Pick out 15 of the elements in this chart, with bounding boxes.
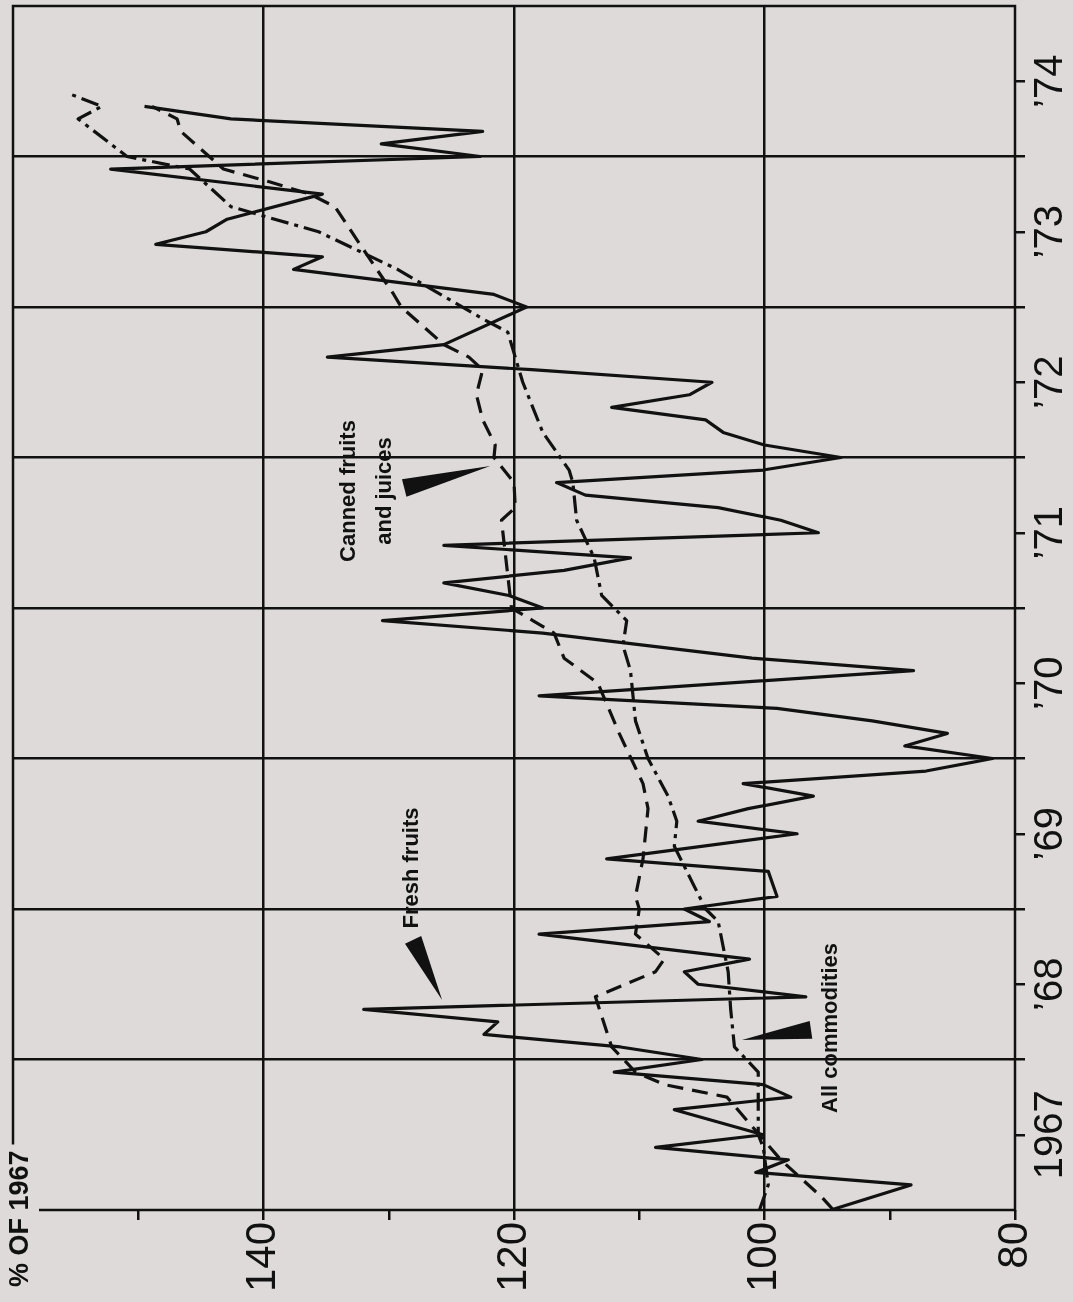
y-tick-label: 1967 [1026, 1090, 1071, 1180]
y-tick-label: ’68 [1026, 957, 1071, 1011]
y-tick-label: ’70 [1026, 656, 1071, 710]
annotation: Fresh fruits [398, 807, 424, 929]
y-tick-label: ’72 [1026, 355, 1071, 409]
x-tick-label: 100 [738, 1222, 786, 1293]
x-tick-label: 80 [988, 1222, 1036, 1269]
y-tick-label: ’71 [1026, 506, 1071, 560]
y-axis-title: % OF 1967 [4, 1150, 35, 1287]
x-tick-label: 120 [487, 1222, 535, 1293]
y-tick-label: ’69 [1026, 807, 1071, 861]
y-tick-label: ’73 [1026, 205, 1071, 259]
annotation: All commodities [817, 943, 843, 1113]
y-tick-label: ’74 [1026, 54, 1071, 108]
x-tick-label: 140 [237, 1222, 285, 1293]
